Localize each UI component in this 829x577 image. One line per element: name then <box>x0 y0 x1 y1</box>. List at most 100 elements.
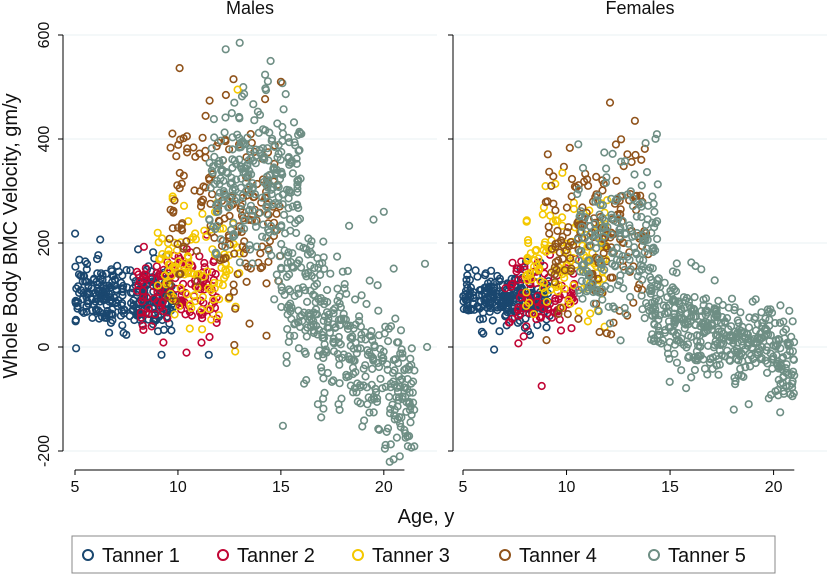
point-tanner-3 <box>203 267 212 276</box>
point-tanner-4 <box>166 143 175 152</box>
point-tanner-3 <box>551 179 560 188</box>
point-tanner-5 <box>395 382 405 392</box>
point-tanner-5 <box>693 352 702 361</box>
point-tanner-5 <box>600 148 609 157</box>
y-tick-label: -200 <box>36 435 53 467</box>
point-tanner-5 <box>730 373 739 382</box>
point-tanner-5 <box>349 388 358 397</box>
point-tanner-5 <box>679 315 688 324</box>
point-tanner-5 <box>256 149 265 158</box>
point-tanner-5 <box>287 156 297 165</box>
point-tanner-5 <box>248 259 257 268</box>
point-tanner-5 <box>697 265 706 274</box>
panels: Males -200 0 200 400 600 5 10 15 20 Females 5 10 15 20 <box>36 0 827 496</box>
point-tanner-5 <box>671 315 680 324</box>
point-tanner-5 <box>246 245 255 254</box>
point-tanner-5 <box>384 324 393 333</box>
point-tanner-5 <box>616 271 625 280</box>
point-tanner-5 <box>365 276 374 285</box>
point-tanner-3 <box>197 305 206 315</box>
point-tanner-5 <box>423 342 432 352</box>
point-tanner-5 <box>607 194 616 203</box>
point-tanner-3 <box>557 213 567 222</box>
point-tanner-4 <box>547 268 556 277</box>
point-tanner-5 <box>228 145 237 154</box>
point-tanner-4 <box>201 111 210 120</box>
point-tanner-5 <box>653 180 662 189</box>
point-tanner-4 <box>612 176 621 185</box>
point-tanner-5 <box>782 360 791 369</box>
point-tanner-5 <box>626 187 635 196</box>
point-tanner-2 <box>514 311 523 321</box>
point-tanner-5 <box>323 318 332 327</box>
point-tanner-5 <box>785 306 794 315</box>
panel-title: Males <box>226 0 274 18</box>
point-tanner-5 <box>319 253 328 262</box>
point-tanner-5 <box>270 227 279 236</box>
point-tanner-5 <box>788 392 797 401</box>
point-tanner-5 <box>776 301 785 310</box>
point-tanner-1 <box>490 283 499 292</box>
point-tanner-2 <box>533 291 542 301</box>
point-tanner-3 <box>546 211 555 220</box>
point-tanner-4 <box>616 135 626 144</box>
point-tanner-5 <box>355 312 364 321</box>
legend-marker-tanner-2 <box>217 549 229 561</box>
point-tanner-5 <box>285 158 295 167</box>
point-tanner-5 <box>277 283 286 292</box>
point-tanner-5 <box>718 329 728 338</box>
point-tanner-5 <box>270 142 279 151</box>
point-tanner-4 <box>609 318 618 327</box>
point-tanner-4 <box>602 329 611 338</box>
point-tanner-4 <box>558 232 567 241</box>
point-tanner-1 <box>520 323 530 333</box>
point-tanner-3 <box>522 301 531 310</box>
point-tanner-5 <box>357 334 366 344</box>
point-tanner-2 <box>567 324 576 333</box>
point-tanner-5 <box>284 248 293 257</box>
point-tanner-5 <box>620 157 630 166</box>
point-tanner-5 <box>774 335 783 344</box>
point-tanner-3 <box>531 246 541 255</box>
point-tanner-5 <box>647 311 657 320</box>
point-tanner-5 <box>228 133 237 142</box>
point-tanner-5 <box>647 284 656 294</box>
point-tanner-5 <box>338 267 347 276</box>
point-tanner-4 <box>174 140 183 149</box>
point-tanner-5 <box>575 212 584 221</box>
point-tanner-5 <box>235 258 244 267</box>
points <box>459 98 799 417</box>
point-tanner-5 <box>295 146 304 155</box>
point-tanner-4 <box>553 226 562 235</box>
point-tanner-2 <box>508 258 517 267</box>
point-tanner-5 <box>238 207 247 216</box>
point-tanner-5 <box>725 336 734 345</box>
point-tanner-5 <box>319 237 328 246</box>
point-tanner-5 <box>402 407 411 416</box>
point-tanner-2 <box>508 279 517 288</box>
point-tanner-4 <box>172 152 181 161</box>
point-tanner-5 <box>310 282 319 291</box>
point-tanner-4 <box>598 186 607 195</box>
point-tanner-5 <box>637 181 646 190</box>
point-tanner-5 <box>207 144 216 153</box>
point-tanner-3 <box>191 297 200 306</box>
point-tanner-4 <box>592 172 601 181</box>
point-tanner-1 <box>104 328 114 337</box>
point-tanner-5 <box>574 256 583 265</box>
point-tanner-5 <box>677 366 686 375</box>
x-tick-label: 5 <box>459 479 468 496</box>
point-tanner-5 <box>410 366 419 375</box>
point-tanner-5 <box>693 341 703 351</box>
point-tanner-5 <box>758 318 767 327</box>
point-tanner-1 <box>107 265 116 274</box>
point-tanner-1 <box>463 283 472 293</box>
point-tanner-5 <box>261 70 270 79</box>
point-tanner-5 <box>579 267 588 277</box>
point-tanner-4 <box>567 264 576 273</box>
point-tanner-5 <box>283 325 292 334</box>
point-tanner-5 <box>345 221 354 230</box>
point-tanner-5 <box>293 184 302 193</box>
point-tanner-3 <box>560 273 569 282</box>
point-tanner-5 <box>317 413 326 422</box>
